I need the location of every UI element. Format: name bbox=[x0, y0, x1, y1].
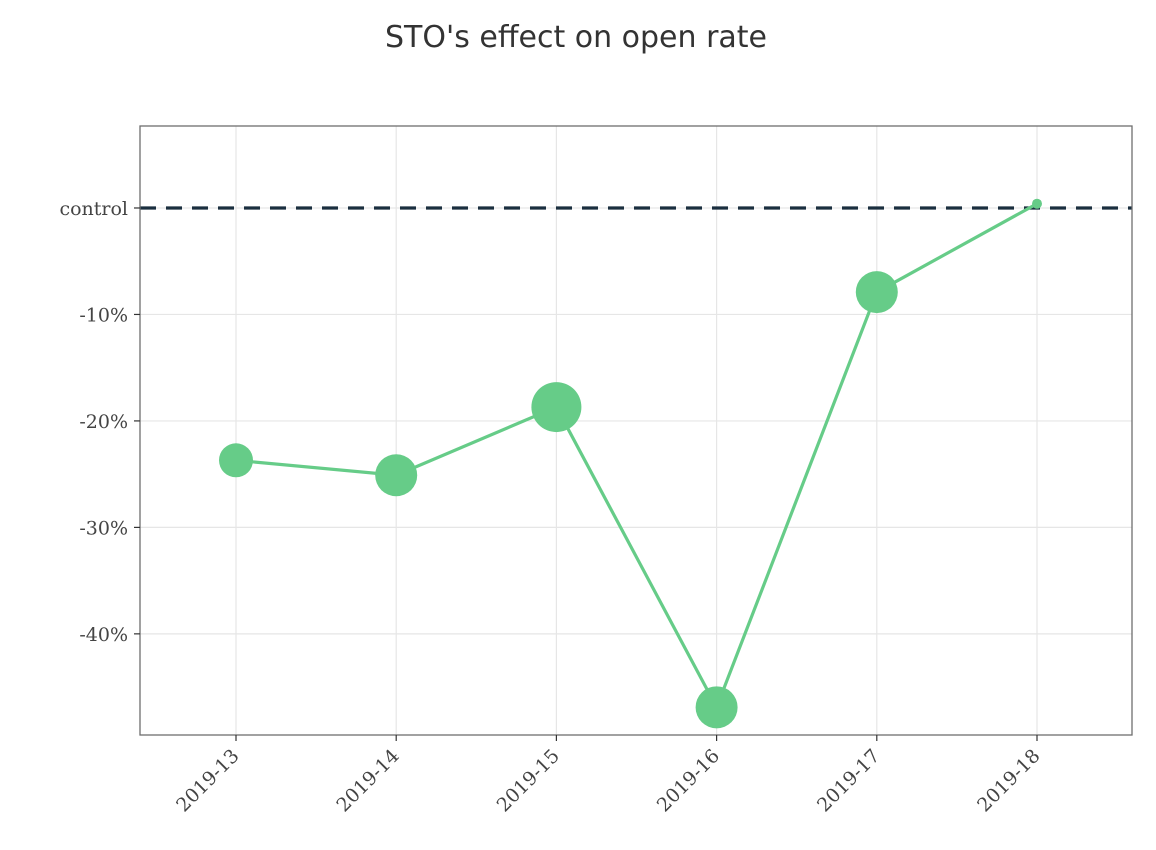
chart-title: STO's effect on open rate bbox=[385, 20, 767, 55]
series-line bbox=[235, 202, 1038, 712]
y-tick-label: -40% bbox=[79, 624, 128, 646]
x-tick-label: 2019-15 bbox=[493, 745, 564, 816]
y-axis: control -10% -20% -30% -40% bbox=[59, 198, 140, 646]
data-point-2019-15 bbox=[531, 382, 582, 433]
data-point-2019-16 bbox=[695, 686, 738, 729]
data-point-2019-18 bbox=[1032, 198, 1042, 209]
y-tick-label: -10% bbox=[79, 304, 128, 326]
plot-panel-border bbox=[139, 125, 1133, 736]
x-tick-label: 2019-16 bbox=[653, 745, 724, 816]
grid bbox=[140, 126, 1132, 735]
x-tick-label: 2019-18 bbox=[973, 745, 1044, 816]
series bbox=[219, 198, 1042, 729]
x-axis: 2019-13 2019-14 2019-15 2019-16 2019-17 2019-… bbox=[172, 735, 1045, 816]
y-tick-label: -30% bbox=[79, 517, 128, 539]
x-tick-label: 2019-13 bbox=[172, 745, 243, 816]
x-tick-label: 2019-17 bbox=[813, 745, 884, 816]
data-point-2019-13 bbox=[219, 443, 253, 478]
x-tick-label: 2019-14 bbox=[332, 745, 403, 816]
data-point-2019-14 bbox=[375, 454, 418, 497]
data-point-2019-17 bbox=[855, 271, 898, 314]
y-tick-label: -20% bbox=[79, 411, 128, 433]
y-tick-label: control bbox=[59, 198, 128, 220]
